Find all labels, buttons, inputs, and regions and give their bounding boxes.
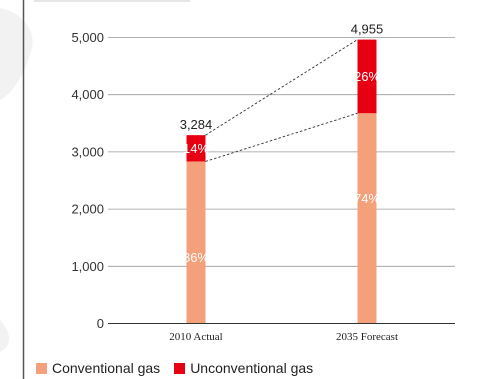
x-tick-label: 2035 Forecast — [336, 331, 398, 343]
bars — [186, 39, 377, 324]
share-label-unconventional: 14% — [183, 141, 209, 156]
y-tick-label: 4,000 — [71, 87, 104, 102]
legend-label-conventional: Conventional gas — [52, 360, 161, 376]
legend-swatch-conventional — [36, 362, 47, 374]
connector-line-split — [205, 112, 358, 162]
bar-unconventional — [357, 39, 377, 114]
x-axis: 2010 Actual 2035 Forecast — [169, 331, 398, 343]
share-label-conventional: 74% — [354, 191, 380, 206]
bar-conventional — [186, 161, 206, 323]
share-label-conventional: 86% — [183, 250, 209, 265]
y-tick-label: 2,000 — [71, 202, 104, 217]
connector-lines — [205, 39, 358, 162]
legend-item-conventional: Conventional gas — [36, 360, 160, 376]
gridlines — [108, 37, 455, 324]
connector-line-top — [205, 39, 358, 136]
y-tick-label: 1,000 — [71, 259, 104, 274]
bar-unconventional — [186, 135, 206, 162]
y-tick-label: 0 — [97, 316, 104, 331]
share-label-unconventional: 26% — [354, 69, 380, 84]
total-label: 4,955 — [351, 22, 384, 37]
legend-label-unconventional: Unconventional gas — [190, 360, 314, 376]
background-map-shape-lower — [0, 320, 10, 352]
bar-conventional — [357, 113, 377, 324]
legend: Conventional gas Unconventional gas — [36, 360, 321, 376]
y-axis: 0 1,000 2,000 3,000 4,000 5,000 — [71, 30, 104, 331]
legend-item-unconventional: Unconventional gas — [174, 360, 313, 376]
background-map-shape — [0, 8, 33, 100]
y-tick-label: 5,000 — [71, 30, 104, 45]
legend-swatch-unconventional — [174, 362, 186, 374]
y-tick-label: 3,000 — [71, 144, 104, 159]
data-labels: 86% 14% 3,284 74% 26% 4,955 — [180, 22, 384, 266]
total-label: 3,284 — [180, 117, 213, 132]
x-tick-label: 2010 Actual — [169, 331, 222, 343]
